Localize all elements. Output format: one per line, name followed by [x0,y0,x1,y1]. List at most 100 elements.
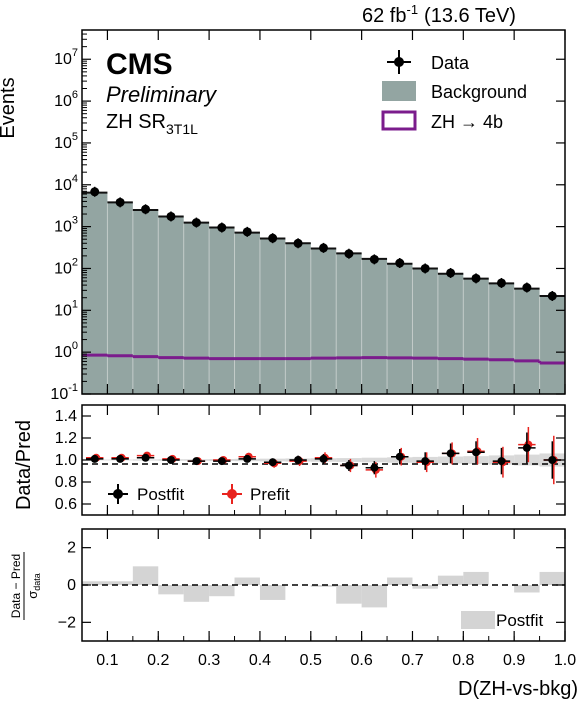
x-tick-label: 1.0 [554,652,576,669]
background-bar [82,192,108,394]
ratio-y-ticks: 0.6 0.8 1.0 1.2 1.4 [55,408,565,513]
background-bar [132,209,159,394]
background-bar [361,258,388,394]
legend-prefit-label: Prefit [250,485,290,504]
ratio-y-tick-label: 0.6 [55,496,77,513]
ratio-y-axis-label: Data/Pred [13,420,35,510]
postfit-point [166,456,175,464]
ratio-y-tick-label: 1.4 [55,408,77,425]
main-legend: Data Background ZH → 4b [381,50,527,132]
pull-y-tick-label: −2 [58,614,76,631]
pull-y-label-numerator: Data − Pred [9,554,23,618]
ratio-y-tick-label: 0.8 [55,474,77,491]
postfit-point [192,457,201,466]
main-y-tick-label: 105 [54,131,78,152]
main-y-tick-label: 103 [54,215,78,236]
pull-bar [209,585,235,597]
postfit-point [116,454,125,463]
pull-legend-swatch [461,611,495,629]
ratio-points [86,427,561,485]
pull-bar [234,577,260,585]
postfit-point [497,457,506,466]
pull-bar [82,581,108,585]
background-bar [514,288,540,394]
pull-legend-label: Postfit [496,611,544,630]
bin-separators [106,202,541,394]
postfit-point [548,456,557,464]
x-tick-label: 0.2 [147,652,169,669]
pull-bar [259,585,286,600]
legend-signal-swatch [381,110,417,131]
pull-bar [412,585,438,589]
legend-postfit-marker [113,489,123,499]
main-y-tick-label: 106 [54,89,78,110]
background-bar [437,273,464,394]
pull-bar [387,577,413,585]
legend-prefit-marker [227,489,237,499]
data-point [268,233,278,243]
main-frame [81,29,566,395]
data-point [141,204,151,214]
pull-bar [310,585,337,587]
x-tick-label: 0.5 [300,652,322,669]
legend-signal-label: ZH → 4b [431,112,503,132]
x-tick-label: 0.1 [96,652,118,669]
legend-postfit-label: Postfit [137,485,185,504]
pull-y-label-denominator: σdata [25,573,42,599]
data-point [420,263,430,273]
postfit-point [522,443,531,452]
data-point [471,273,481,283]
background-bar [463,278,489,394]
lumi-label: 62 fb-1 (13.6 TeV) [362,2,516,27]
cms-label: CMS [106,48,173,81]
background-bar [285,243,311,394]
postfit-point [243,454,252,463]
pull-bar [539,571,565,585]
ratio-panel: 0.6 0.8 1.0 1.2 1.4 Data/Pred Postfit Prefit [13,404,566,516]
pull-bars [82,566,565,608]
ratio-band-bin [361,457,388,463]
background-bar [387,263,413,394]
main-y-tick-label: 101 [54,298,78,319]
data-point [446,268,456,278]
postfit-point [217,457,226,466]
postfit-point [319,454,328,463]
pull-bar [437,575,464,585]
postfit-point [421,457,430,466]
preliminary-label: Preliminary [106,82,218,107]
pull-y-axis-label: Data − Pred σdata [9,552,42,620]
data-points [90,186,557,301]
data-point [90,187,100,197]
main-y-ticks: 10-1 100 101 102 103 104 105 106 107 [50,29,565,403]
background-bar [488,283,515,394]
data-point [395,258,405,268]
data-point [344,249,354,259]
pull-panel: −2 0 2 Data − Pred σdata Postfit [9,528,566,642]
background-bar [209,227,235,394]
main-y-axis-label: Events [0,77,19,138]
main-y-tick-label: 102 [54,256,78,277]
legend-data-label: Data [431,53,470,73]
signal-histogram [82,353,565,365]
data-point [166,211,176,221]
x-tick-label: 0.9 [503,652,525,669]
pull-y-tick-label: 0 [67,577,76,594]
pull-bar [336,585,362,604]
data-point [293,238,303,248]
main-y-tick-label: 10-1 [50,382,78,403]
pull-bar [132,566,159,585]
ratio-y-tick-label: 1.0 [55,452,77,469]
ratio-y-tick-label: 1.2 [55,430,77,447]
ratio-legend: Postfit Prefit [108,484,290,504]
main-y-tick-label: 107 [54,47,78,68]
legend-background-swatch [382,81,416,101]
pull-bar [107,581,133,585]
main-y-tick-label: 104 [54,173,78,194]
background-bar [234,232,260,394]
x-tick-label: 0.8 [452,652,474,669]
postfit-point [472,448,481,457]
x-axis-label: D(ZH-vs-bkg) [458,678,578,700]
pull-bar [463,571,489,585]
